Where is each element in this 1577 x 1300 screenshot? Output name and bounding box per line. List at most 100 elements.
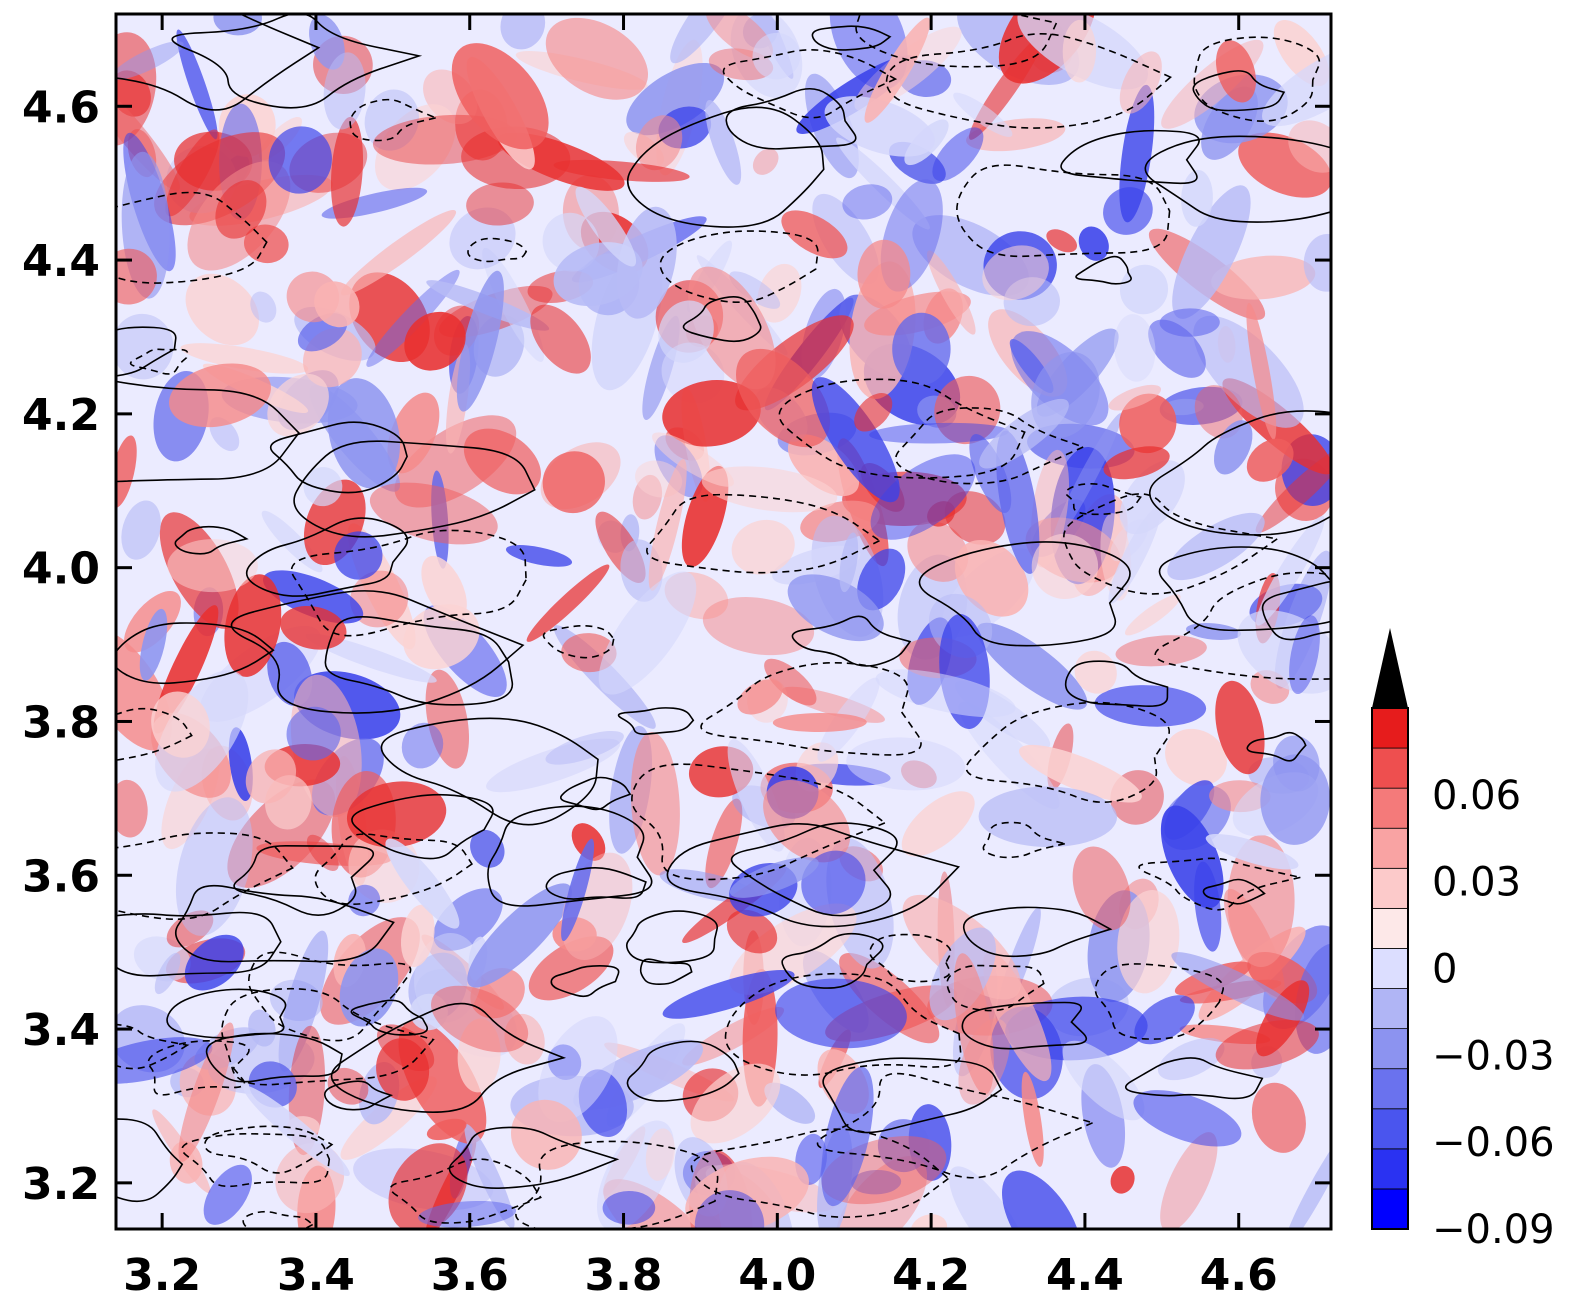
field-patch [1062, 1040, 1145, 1121]
field-patch [864, 17, 931, 123]
x-tick-label: 4.4 [1046, 1250, 1124, 1300]
contour-positive [351, 793, 494, 860]
field-patch [1181, 169, 1213, 227]
field-patch [857, 548, 906, 611]
field-patch [400, 904, 435, 968]
field-patch [839, 532, 859, 593]
field-patch [811, 377, 900, 503]
y-axis: 3.2 3.4 3.6 3.8 4.0 4.2 4.4 4.6 [22, 82, 1331, 1210]
colorbar-swatch [1371, 787, 1409, 829]
field-patch [431, 985, 529, 1053]
contour-positive [1261, 580, 1331, 641]
field-patch [175, 797, 253, 936]
field-patch [530, 304, 591, 374]
field-patch [1261, 40, 1331, 127]
field-patch [1078, 226, 1109, 261]
contour-positive [811, 25, 892, 51]
colorbar-swatch [1371, 827, 1409, 869]
contour-negative [965, 701, 1171, 803]
colorbar-swatch [1371, 1068, 1409, 1110]
field-patch [1283, 1126, 1331, 1229]
contour-positive [116, 326, 177, 377]
field-patch [1237, 610, 1331, 694]
contour-positive [230, 590, 525, 714]
contour-negative [221, 987, 435, 1086]
field-patch [635, 115, 683, 171]
field-patch [1119, 393, 1177, 454]
contour-negative [248, 951, 412, 1042]
field-patch [982, 951, 1052, 1082]
field-patch [116, 248, 157, 305]
field-patch [1256, 980, 1310, 1057]
field-patch [327, 1067, 369, 1105]
field-patch [1119, 264, 1169, 315]
colorbar-frame [1371, 707, 1409, 1230]
colorbar-tick-label: 0.06 [1432, 773, 1521, 819]
contour-negative [724, 972, 962, 1076]
contour-positive [116, 1118, 184, 1203]
field-patch [243, 1085, 350, 1177]
field-patch [781, 210, 848, 259]
contour-negative [869, 933, 952, 983]
field-patch [1160, 1132, 1218, 1229]
colorbar-swatch [1371, 707, 1409, 749]
contour-negative [1065, 483, 1142, 516]
contour-positive [1246, 731, 1307, 762]
field-patch [385, 838, 460, 929]
field-patch [176, 29, 218, 140]
field-patch [305, 633, 437, 683]
field-patch [869, 422, 1009, 444]
field-patch [180, 343, 309, 374]
field-patch [1062, 19, 1097, 83]
field-patch [736, 348, 830, 448]
contour-positive [666, 823, 961, 928]
field-patch [323, 52, 366, 130]
field-patch [1124, 594, 1181, 636]
contour-positive [682, 295, 762, 343]
field-patch [387, 392, 440, 474]
field-patch [280, 605, 347, 650]
field-patch [958, 701, 1060, 809]
contour-positive [324, 616, 514, 706]
field-patch [829, 14, 908, 90]
field-patch [934, 375, 1001, 445]
contour-negative [646, 493, 882, 574]
contour-positive [961, 1001, 1087, 1050]
field-patch [854, 393, 893, 432]
field-patch [538, 1016, 618, 1123]
field-patch [1160, 805, 1224, 909]
field-patch [892, 312, 951, 386]
field-patch [726, 909, 778, 954]
field-patch [737, 679, 783, 715]
field-patch [652, 432, 734, 487]
field-patch [1119, 460, 1185, 535]
colorbar-swatch [1371, 747, 1409, 789]
contour-positive [1075, 255, 1132, 285]
y-tick-label: 3.2 [22, 1159, 100, 1210]
field-patch [456, 270, 504, 412]
field-patch [901, 791, 975, 857]
x-tick-label: 3.4 [277, 1250, 355, 1300]
contour-negative [690, 1128, 950, 1218]
field-patch [377, 1024, 435, 1072]
field-patch [982, 245, 1049, 301]
colorbar-tick-label: 0.03 [1432, 860, 1521, 906]
contour-positive [1192, 70, 1286, 112]
field-patch [167, 539, 258, 593]
field-patch [670, 14, 743, 64]
contour-positive [380, 717, 599, 826]
field-patch [927, 250, 976, 335]
field-patch [1193, 315, 1304, 428]
contour-positive [918, 541, 1131, 647]
contour-negative [1063, 493, 1280, 595]
contour-positive [205, 1032, 343, 1083]
contour-negative [778, 378, 1026, 479]
x-tick-label: 3.8 [585, 1250, 663, 1300]
contour-negative [542, 624, 615, 659]
colorbar-swatch [1371, 1188, 1409, 1230]
field-patch [215, 180, 267, 239]
field-patch [1256, 515, 1325, 626]
contour-positive [626, 910, 719, 964]
field-patch [261, 510, 323, 573]
field-patch [575, 186, 637, 267]
